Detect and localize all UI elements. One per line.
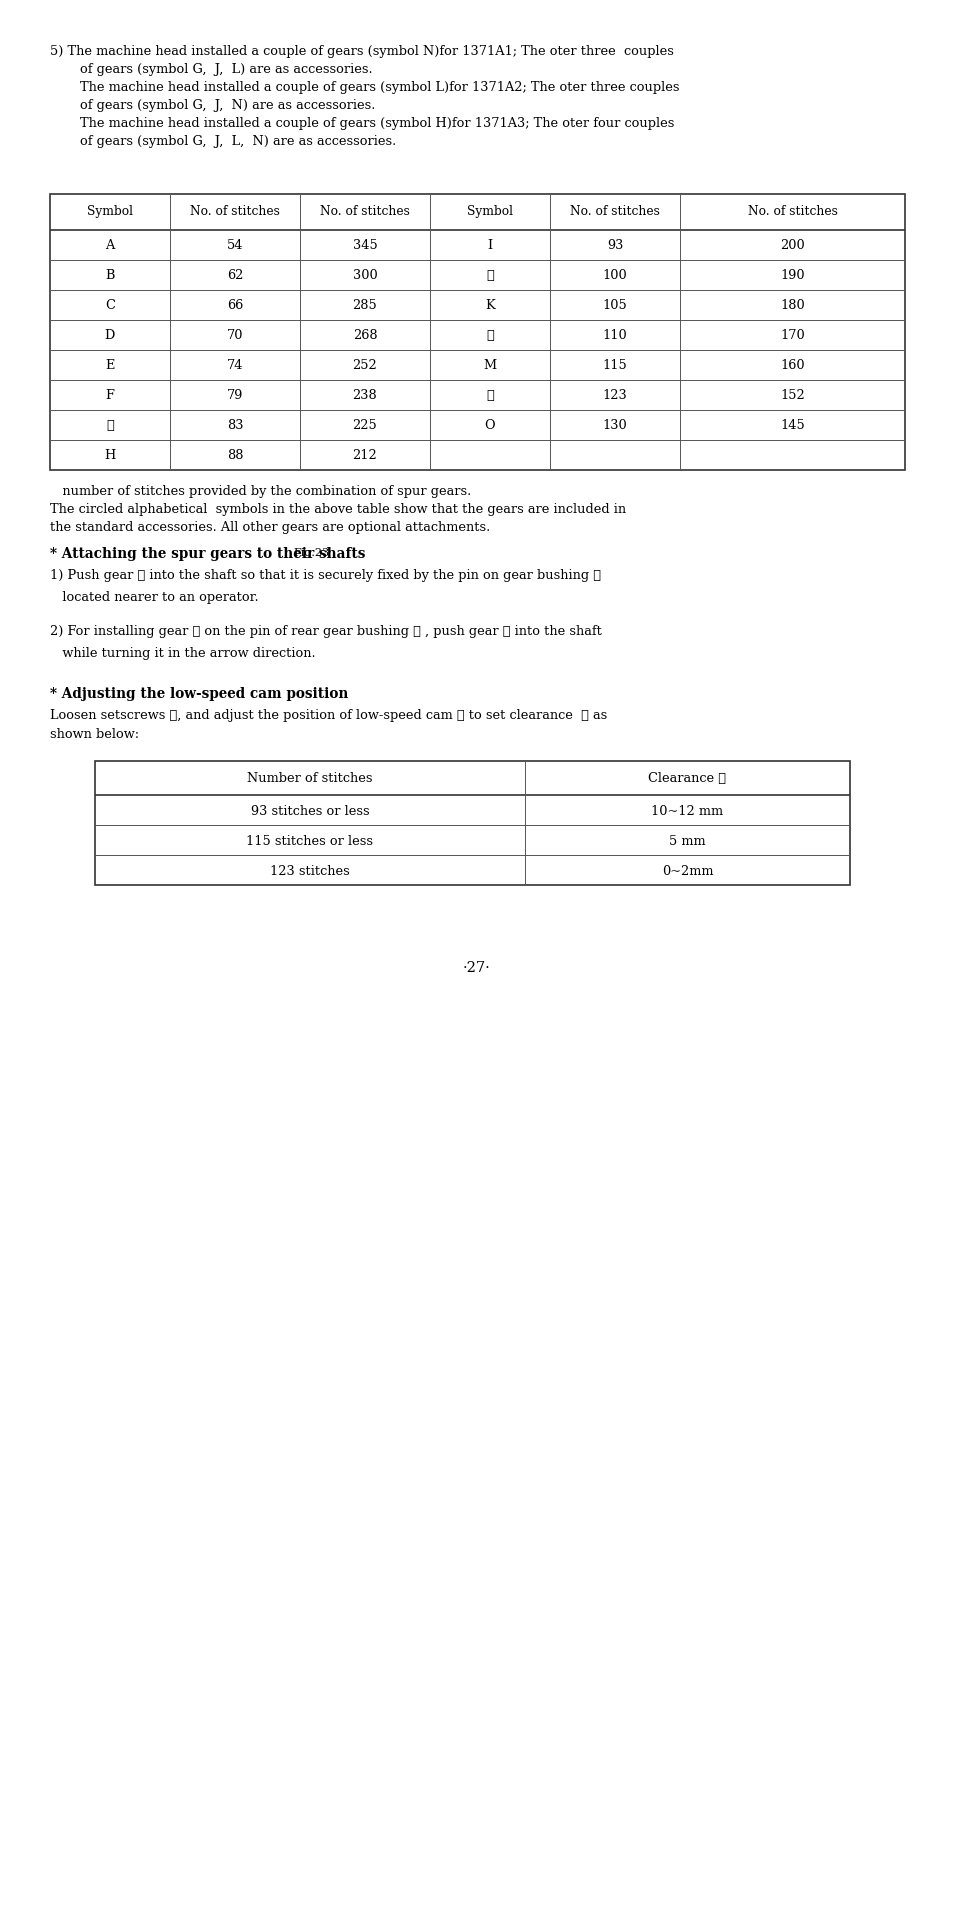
Text: 212: 212 [353, 448, 377, 461]
Text: No. of stitches: No. of stitches [319, 205, 410, 218]
Text: 130: 130 [602, 419, 627, 433]
Text: while turning it in the arrow direction.: while turning it in the arrow direction. [50, 647, 315, 660]
Text: 1) Push gear ① into the shaft so that it is securely fixed by the pin on gear bu: 1) Push gear ① into the shaft so that it… [50, 568, 600, 582]
Text: 79: 79 [227, 389, 243, 402]
Text: 170: 170 [780, 329, 804, 343]
Text: O: O [484, 419, 495, 433]
Text: 5) The machine head installed a couple of gears (symbol N)for 1371A1; The oter t: 5) The machine head installed a couple o… [50, 44, 673, 57]
Text: 123: 123 [602, 389, 627, 402]
Text: 100: 100 [602, 268, 627, 281]
Text: I: I [487, 239, 492, 253]
Text: 93 stitches or less: 93 stitches or less [251, 804, 369, 817]
Text: A: A [105, 239, 114, 253]
Text: B: B [105, 268, 114, 281]
Text: of gears (symbol G,  J,  L,  N) are as accessories.: of gears (symbol G, J, L, N) are as acce… [80, 134, 395, 147]
Text: The machine head installed a couple of gears (symbol L)for 1371A2; The oter thre: The machine head installed a couple of g… [80, 80, 679, 94]
Text: Loosen setscrews ⑤, and adjust the position of low-speed cam ⑥ to set clearance : Loosen setscrews ⑤, and adjust the posit… [50, 708, 607, 722]
Text: shown below:: shown below: [50, 727, 139, 741]
Text: 115 stitches or less: 115 stitches or less [246, 835, 374, 848]
Text: 268: 268 [353, 329, 377, 343]
Bar [50, 195, 904, 471]
Text: Ⓛ: Ⓛ [486, 329, 494, 343]
Text: 54: 54 [227, 239, 243, 253]
Text: 152: 152 [780, 389, 804, 402]
Text: 70: 70 [227, 329, 243, 343]
Text: 145: 145 [780, 419, 804, 433]
Text: K: K [485, 299, 495, 312]
Text: No. of stitches: No. of stitches [190, 205, 279, 218]
Text: 88: 88 [227, 448, 243, 461]
Text: 285: 285 [353, 299, 377, 312]
Text: The machine head installed a couple of gears (symbol H)for 1371A3; The oter four: The machine head installed a couple of g… [80, 117, 674, 130]
Text: 190: 190 [780, 268, 804, 281]
Bar [95, 762, 849, 886]
Text: D: D [105, 329, 115, 343]
Text: 115: 115 [602, 358, 627, 371]
Text: 123 stitches: 123 stitches [270, 865, 350, 877]
Text: Symbol: Symbol [467, 205, 513, 218]
Text: No. of stitches: No. of stitches [747, 205, 837, 218]
Text: 160: 160 [780, 358, 804, 371]
Text: 62: 62 [227, 268, 243, 281]
Text: ·27·: ·27· [462, 961, 491, 974]
Text: 238: 238 [353, 389, 377, 402]
Text: * Attaching the spur gears to their shafts: * Attaching the spur gears to their shaf… [50, 547, 370, 561]
Text: H: H [104, 448, 115, 461]
Text: 110: 110 [602, 329, 627, 343]
Text: 2) For installing gear ③ on the pin of rear gear bushing ④ , push gear ③ into th: 2) For installing gear ③ on the pin of r… [50, 624, 601, 637]
Text: 5 mm: 5 mm [668, 835, 705, 848]
Text: number of stitches provided by the combination of spur gears.: number of stitches provided by the combi… [50, 484, 471, 498]
Text: 66: 66 [227, 299, 243, 312]
Text: 252: 252 [353, 358, 377, 371]
Text: E: E [105, 358, 114, 371]
Text: 83: 83 [227, 419, 243, 433]
Text: Clearance Ⓐ: Clearance Ⓐ [648, 771, 726, 785]
Text: 10~12 mm: 10~12 mm [651, 804, 722, 817]
Text: Symbol: Symbol [87, 205, 132, 218]
Text: 74: 74 [227, 358, 243, 371]
Text: 0~2mm: 0~2mm [661, 865, 713, 877]
Text: The circled alphabetical  symbols in the above table show that the gears are inc: The circled alphabetical symbols in the … [50, 503, 625, 515]
Text: 105: 105 [602, 299, 627, 312]
Text: 200: 200 [780, 239, 804, 253]
Text: F: F [106, 389, 114, 402]
Text: Fig.23: Fig.23 [293, 547, 329, 557]
Text: 225: 225 [353, 419, 377, 433]
Text: * Adjusting the low-speed cam position: * Adjusting the low-speed cam position [50, 687, 348, 701]
Text: of gears (symbol G,  J,  N) are as accessories.: of gears (symbol G, J, N) are as accesso… [80, 100, 375, 111]
Text: 180: 180 [780, 299, 804, 312]
Text: 345: 345 [353, 239, 377, 253]
Text: of gears (symbol G,  J,  L) are as accessories.: of gears (symbol G, J, L) are as accesso… [80, 63, 373, 77]
Text: Ⓠ: Ⓠ [106, 419, 113, 433]
Text: 93: 93 [606, 239, 622, 253]
Text: No. of stitches: No. of stitches [570, 205, 659, 218]
Text: C: C [105, 299, 114, 312]
Text: ⓙ: ⓙ [486, 268, 494, 281]
Text: the standard accessories. All other gears are optional attachments.: the standard accessories. All other gear… [50, 521, 490, 534]
Text: located nearer to an operator.: located nearer to an operator. [50, 591, 258, 603]
Text: 300: 300 [353, 268, 377, 281]
Text: M: M [483, 358, 497, 371]
Text: Ⓢ: Ⓢ [486, 389, 494, 402]
Text: Number of stitches: Number of stitches [247, 771, 373, 785]
